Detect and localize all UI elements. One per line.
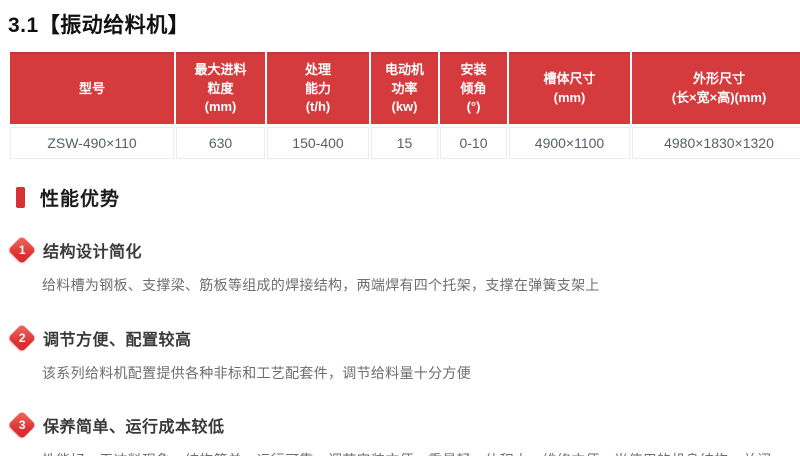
diamond-number-label: 3 — [18, 418, 26, 433]
advantage-title: 调节方便、配置较高 — [43, 331, 192, 349]
advantage-head: 2 调节方便、配置较高 — [7, 323, 784, 352]
advantage-description: 该系列给料机配置提供各种非标和工艺配套件，调节给料量十分方便 — [42, 364, 471, 381]
section-title: 性能优势 — [40, 189, 121, 210]
diamond-number-1-icon: 1 — [7, 235, 37, 265]
spec-table-header: 型号 最大进料 粒度 (mm) 处理 能力 (t/h) 电动机 功率 (kw) … — [10, 52, 800, 124]
cell-model: ZSW-490×110 — [10, 127, 174, 159]
cell-capacity: 150-400 — [267, 127, 369, 159]
cell-max-feed-size: 630 — [176, 127, 265, 159]
col-header-capacity: 处理 能力 (t/h) — [267, 52, 369, 124]
spec-table-body: ZSW-490×110 630 150-400 15 0-10 4900×110… — [10, 127, 800, 159]
advantage-title: 结构设计简化 — [43, 244, 143, 261]
diamond-number-label: 1 — [18, 243, 26, 257]
advantage-head: 1 结构设计简化 — [7, 235, 784, 265]
cell-overall-dimension: 4980×1830×1320 — [632, 127, 800, 159]
advantage-description: 给料槽为钢板、支撑梁、筋板等组成的焊接结构，两端焊有四个托架，支撑在弹簧支架上 — [42, 277, 600, 293]
col-header-max-feed-size: 最大进料 粒度 (mm) — [176, 52, 265, 124]
advantage-description: 性能好、无冲料现象、结构简单、运行可靠、调节安装方便、重量轻、体积小、维修方便、… — [42, 447, 774, 456]
performance-section-header: 性能优势 — [16, 184, 800, 211]
col-header-model: 型号 — [10, 52, 174, 124]
page-title: 3.1【振动给料机】 — [8, 14, 190, 37]
col-header-motor-power: 电动机 功率 (kw) — [371, 52, 438, 124]
diamond-number-3-icon: 3 — [7, 411, 37, 440]
header-row: 型号 最大进料 粒度 (mm) 处理 能力 (t/h) 电动机 功率 (kw) … — [10, 52, 800, 124]
col-header-install-angle: 安装 倾角 (°) — [440, 52, 507, 124]
col-header-trough-size: 槽体尺寸 (mm) — [509, 52, 630, 124]
red-accent-bar-icon — [16, 187, 25, 208]
col-header-overall-dimension: 外形尺寸 (长×宽×高)(mm) — [632, 52, 800, 124]
table-row: ZSW-490×110 630 150-400 15 0-10 4900×110… — [10, 127, 800, 159]
advantage-item-1: 1 结构设计简化 给料槽为钢板、支撑梁、筋板等组成的焊接结构，两端焊有四个托架，… — [7, 235, 784, 299]
spec-table: 型号 最大进料 粒度 (mm) 处理 能力 (t/h) 电动机 功率 (kw) … — [8, 49, 800, 162]
advantage-head: 3 保养简单、运行成本较低 — [7, 411, 784, 440]
diamond-number-2-icon: 2 — [7, 323, 37, 352]
cell-install-angle: 0-10 — [440, 127, 507, 159]
advantage-item-2: 2 调节方便、配置较高 该系列给料机配置提供各种非标和工艺配套件，调节给料量十分… — [7, 323, 784, 387]
diamond-number-label: 2 — [18, 330, 26, 345]
cell-trough-size: 4900×1100 — [509, 127, 630, 159]
cell-motor-power: 15 — [371, 127, 438, 159]
advantage-item-3: 3 保养简单、运行成本较低 性能好、无冲料现象、结构简单、运行可靠、调节安装方便… — [7, 411, 784, 456]
product-spec-page: 3.1【振动给料机】 型号 最大进料 粒度 (mm) 处理 能力 (t/h) 电… — [0, 9, 800, 456]
advantage-title: 保养简单、运行成本较低 — [43, 419, 225, 437]
